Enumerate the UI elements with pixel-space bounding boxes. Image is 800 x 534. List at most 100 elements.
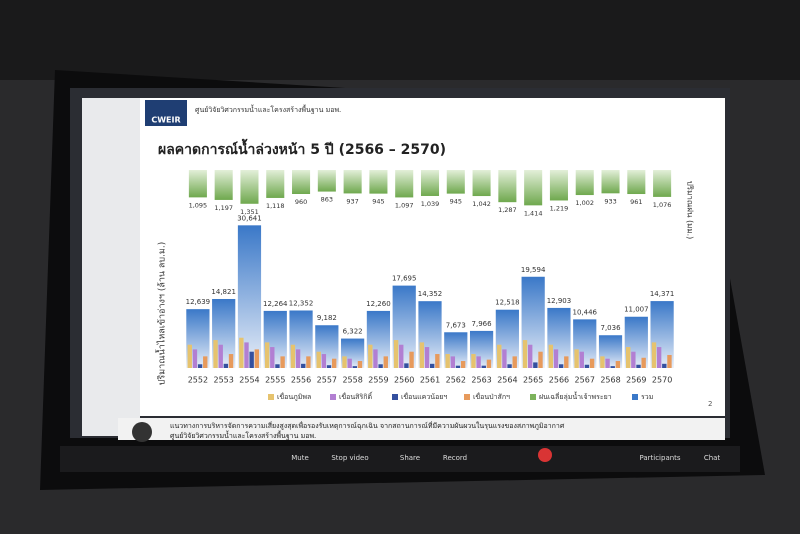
rain-bar [524, 170, 543, 206]
dam-bar [306, 356, 311, 368]
value-label: 12,264 [263, 300, 288, 308]
rain-label: 961 [630, 198, 642, 206]
dam-bar [290, 344, 296, 368]
value-label: 12,903 [547, 297, 572, 305]
dam-bar [579, 351, 584, 368]
value-label: 7,673 [446, 321, 466, 329]
rain-label: 1,118 [266, 202, 285, 210]
page-number: 2 [708, 400, 712, 408]
dam-bar [332, 358, 337, 368]
value-label: 12,518 [495, 299, 520, 307]
toolbar-button[interactable]: Participants [639, 454, 680, 462]
rain-bar [395, 170, 414, 198]
total-bar [547, 307, 571, 368]
rain-label: 933 [604, 197, 616, 205]
dam-bar [378, 364, 383, 368]
value-label: 12,639 [186, 298, 211, 306]
x-tick-label: 2560 [394, 376, 414, 385]
rain-bar [292, 170, 311, 194]
value-label: 12,260 [366, 300, 391, 308]
rain-label: 937 [346, 197, 358, 205]
total-bar [212, 298, 236, 368]
rain-label: 1,097 [395, 201, 414, 209]
dam-bar [667, 354, 672, 368]
legend-label: เขื่อนสิริกิติ์ [339, 391, 373, 401]
total-bar [469, 330, 494, 368]
dam-bar [651, 342, 657, 368]
footer [118, 418, 725, 440]
value-label: 19,594 [521, 266, 546, 274]
value-label: 6,322 [343, 328, 363, 336]
footer-text: แนวทางการบริหารจัดการความเสี่ยงสูงสุดเพื… [170, 421, 565, 430]
dam-bar [424, 347, 430, 368]
x-tick-label: 2563 [471, 376, 491, 385]
rain-label: 1,042 [472, 200, 491, 208]
x-tick-label: 2569 [626, 376, 646, 385]
x-tick-label: 2553 [214, 376, 234, 385]
x-tick-label: 2552 [188, 376, 208, 385]
x-tick-label: 2566 [549, 376, 569, 385]
dam-bar [244, 342, 249, 368]
dam-bar [228, 354, 234, 368]
legend-label: รวม [641, 393, 653, 401]
rain-bar [420, 170, 440, 196]
rain-bar [472, 170, 491, 197]
dam-bar [497, 344, 502, 368]
total-bar [186, 309, 210, 368]
dam-bar [507, 364, 512, 368]
total-bar [598, 335, 623, 368]
dam-bar [631, 351, 636, 368]
toolbar-button[interactable]: Chat [704, 454, 721, 462]
dam-bar [574, 349, 579, 368]
rain-bar [575, 170, 594, 196]
dam-bar [460, 361, 466, 368]
x-tick-label: 2562 [446, 376, 466, 385]
y-axis-label: ปริมาณน้ำไหลเข้าอ่างฯ (ล้าน ลบ.ม.) [155, 242, 168, 386]
footer-text: ศูนย์วิจัยวิศวกรรมน้ำและโครงสร้างพื้นฐาน… [170, 429, 316, 440]
dam-bar [589, 358, 595, 368]
dam-bar [264, 342, 270, 368]
legend-swatch [632, 394, 638, 400]
footer-logo [132, 422, 152, 442]
dam-bar [368, 344, 373, 368]
legend-swatch [268, 394, 274, 400]
total-bar [418, 301, 442, 368]
rain-bar [627, 170, 646, 195]
value-label: 14,371 [650, 290, 675, 298]
dam-bar [213, 340, 218, 368]
zoom-toolbar [60, 446, 740, 472]
dam-bar [249, 351, 254, 368]
toolbar-button[interactable]: Record [443, 454, 467, 462]
dam-bar [584, 364, 590, 368]
dam-bar [435, 354, 440, 368]
dam-bar [383, 356, 388, 368]
toolbar-button[interactable]: Stop video [331, 454, 368, 462]
dam-bar [641, 357, 646, 368]
total-bar [366, 310, 391, 368]
end-button[interactable] [538, 448, 552, 462]
logo: CWEIR [151, 116, 180, 125]
dam-bar [352, 366, 358, 368]
rain-label: 1,039 [421, 200, 440, 208]
rain-bar [446, 170, 465, 194]
toolbar-button[interactable]: Mute [291, 454, 309, 462]
dam-bar [270, 347, 275, 368]
x-tick-label: 2567 [575, 376, 595, 385]
rain-label: 1,002 [575, 199, 594, 207]
dam-bar [538, 351, 543, 368]
x-tick-label: 2558 [342, 376, 362, 385]
toolbar-button[interactable]: Share [400, 454, 420, 462]
legend-label: เขื่อนภูมิพล [277, 392, 311, 401]
rain-label: 945 [372, 198, 384, 206]
value-label: 10,446 [572, 308, 597, 316]
x-tick-label: 2561 [420, 376, 440, 385]
rain-label: 945 [450, 198, 462, 206]
dam-bar [626, 347, 631, 368]
legend-label: ฝนเฉลี่ยลุ่มน้ำเจ้าพระยา [539, 390, 612, 401]
dam-bar [476, 356, 481, 368]
dam-bar [502, 349, 507, 368]
legend-swatch [464, 394, 470, 400]
rain-label: 1,414 [524, 209, 543, 217]
dam-bar [558, 364, 564, 368]
